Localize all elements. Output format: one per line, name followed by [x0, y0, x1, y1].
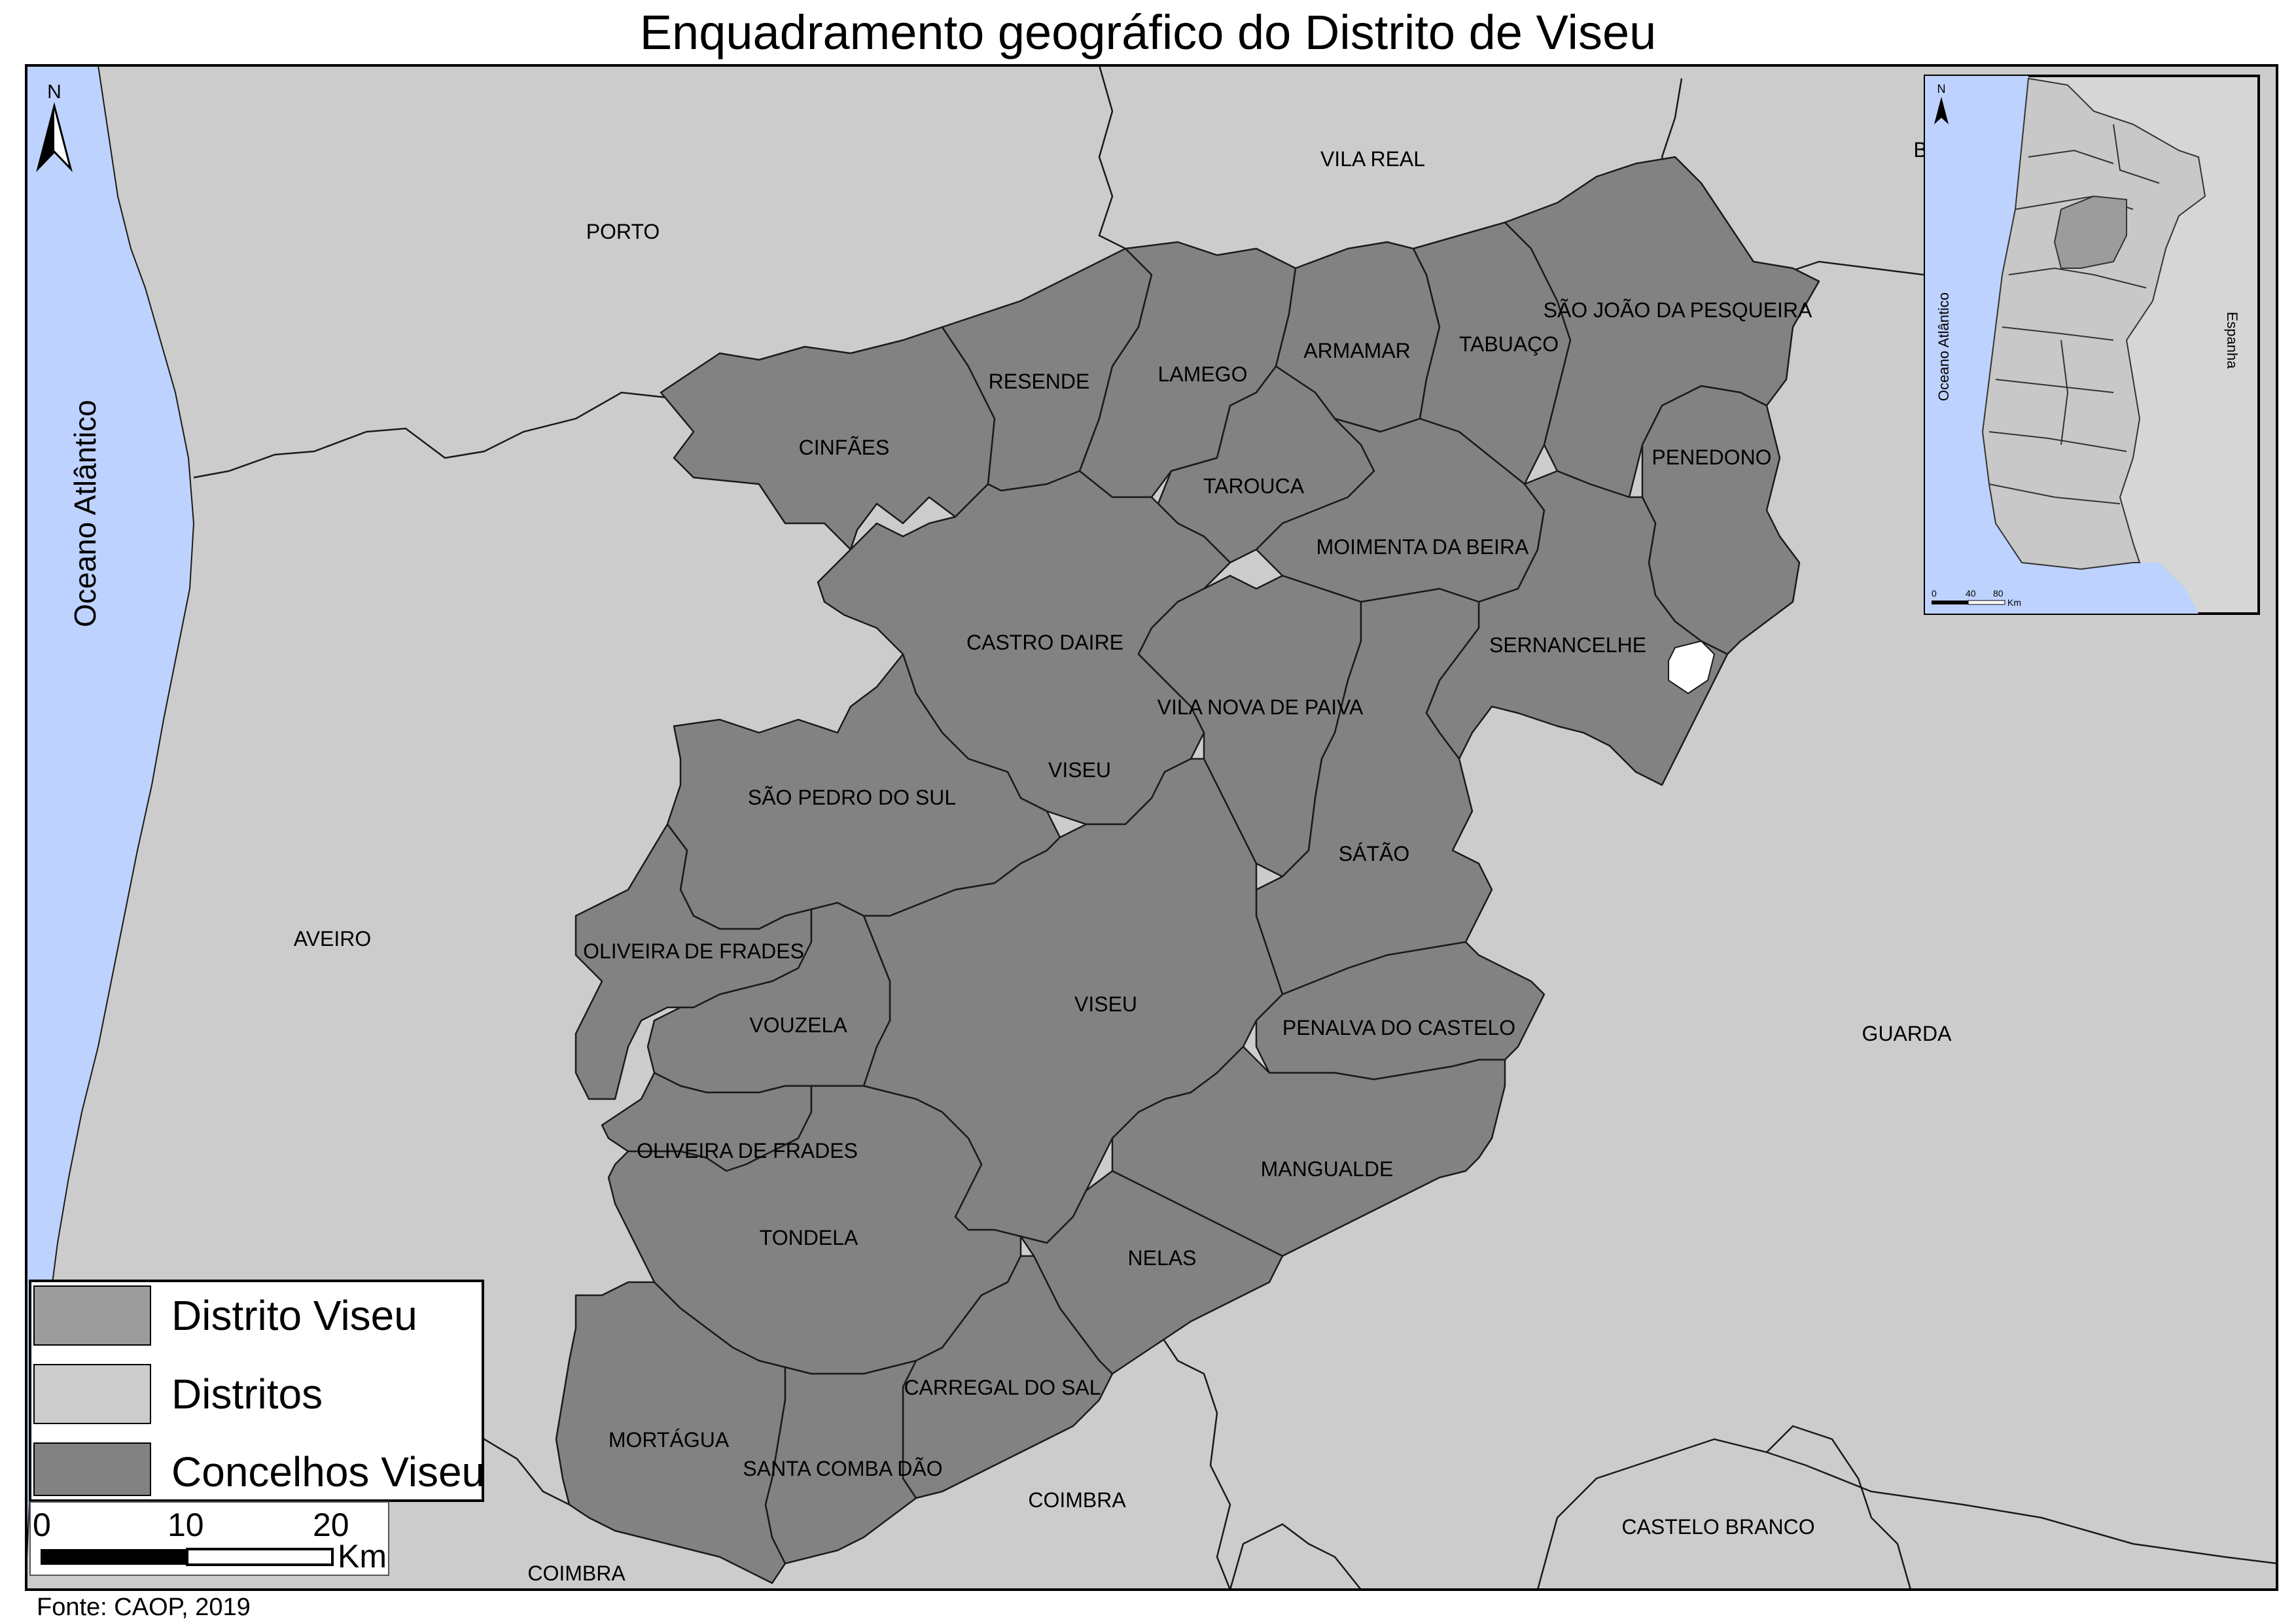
map-frame [25, 64, 2278, 1591]
legend-label-distritos: Distritos [171, 1370, 323, 1418]
main-map: PORTO VILA REAL AVEIRO GUARDA COIMBRA CO… [25, 64, 2278, 1591]
label-carregal-do-sal: CARREGAL DO SAL [904, 1376, 1101, 1399]
border-porto-vilareal [1098, 65, 1126, 250]
legend-swatch-concelhos-viseu [33, 1442, 151, 1496]
region-santa-comba-dao [764, 1359, 917, 1565]
label-porto: PORTO [586, 220, 660, 243]
scale-unit: Km [338, 1538, 387, 1575]
label-penedono: PENEDONO [1651, 445, 1771, 469]
label-resende: RESENDE [989, 370, 1090, 393]
legend-label-concelhos-viseu: Concelhos Viseu [171, 1448, 485, 1495]
label-castro-daire: CASTRO DAIRE [966, 631, 1123, 654]
scale-tick-20: 20 [313, 1507, 349, 1543]
legend-swatch-distritos [33, 1364, 151, 1424]
label-sao-pedro-do-sul: SÃO PEDRO DO SUL [748, 786, 956, 809]
label-penalva-do-castelo: PENALVA DO CASTELO [1282, 1016, 1515, 1039]
label-oliveira-de-frades-2: OLIVEIRA DE FRADES [637, 1139, 858, 1162]
border-guarda-castelo-branco [1766, 1451, 2278, 1565]
label-vila-nova-de-paiva: VILA NOVA DE PAIVA [1157, 695, 1364, 719]
inset-scale-bar: 0 40 80 Km [1932, 588, 2021, 608]
label-santa-comba-dao: SANTA COMBA DÃO [743, 1457, 942, 1480]
inset-scale-tick-1: 40 [1966, 588, 1976, 599]
region-satao [1255, 587, 1493, 996]
scale-tick-10: 10 [168, 1507, 204, 1543]
scale-bar: 0 10 20 Km [29, 1501, 389, 1576]
district-labels: PORTO VILA REAL AVEIRO GUARDA COIMBRA CO… [294, 138, 1952, 1585]
inset-portugal [1981, 77, 2206, 570]
inset-scale-empty [1968, 600, 2005, 605]
lake-feature [1668, 640, 1716, 695]
label-mortagua: MORTÁGUA [609, 1428, 730, 1452]
label-satao: SÁTÃO [1339, 842, 1409, 865]
region-oliveira-de-frades [574, 823, 813, 1100]
label-lamego: LAMEGO [1158, 362, 1248, 386]
label-cinfaes: CINFÃES [799, 436, 890, 459]
label-tondela: TONDELA [760, 1226, 858, 1249]
inset-sea [1925, 76, 2199, 614]
scale-tick-0: 0 [33, 1507, 51, 1543]
north-arrow-icon-shade [38, 106, 54, 169]
label-viseu: VISEU [1074, 992, 1137, 1016]
label-castelo-branco: CASTELO BRANCO [1621, 1515, 1814, 1539]
label-viseu-north: VISEU [1048, 758, 1111, 782]
label-nelas: NELAS [1128, 1246, 1197, 1270]
label-oliveira-de-frades-1: OLIVEIRA DE FRADES [583, 939, 804, 963]
region-cinfaes [660, 326, 996, 551]
label-aveiro: AVEIRO [294, 927, 372, 951]
source-credit: Fonte: CAOP, 2019 [37, 1594, 251, 1621]
label-tarouca: TAROUCA [1203, 474, 1305, 498]
ocean-label: Oceano Atlântico [68, 400, 102, 627]
inset-map: N Oceano Atlântico Espanha 0 40 80 Km [1924, 75, 2260, 615]
map-title: Enquadramento geográfico do Distrito de … [639, 5, 1657, 60]
label-sao-joao-da-pesqueira: SÃO JOÃO DA PESQUEIRA [1544, 298, 1812, 322]
legend: Distrito Viseu Distritos Concelhos Viseu [29, 1280, 485, 1502]
viseu-concelhos [555, 156, 1820, 1584]
inset-viseu-highlight [2053, 195, 2127, 269]
inset-scale-unit: Km [2007, 597, 2021, 608]
scale-bar-empty [186, 1548, 334, 1566]
label-sernancelhe: SERNANCELHE [1489, 633, 1646, 657]
scale-bar-filled [41, 1549, 187, 1565]
inset-north-arrow-icon [1934, 97, 1949, 124]
north-arrow-letter: N [47, 81, 62, 103]
label-vouzela: VOUZELA [749, 1013, 847, 1037]
label-moimenta-da-beira: MOIMENTA DA BEIRA [1316, 535, 1529, 559]
inset-country-label: Espanha [2224, 312, 2240, 370]
region-mangualde [1111, 1045, 1506, 1257]
border-coimbra-guarda [1150, 1321, 1231, 1590]
legend-swatch-distrito-viseu [33, 1285, 151, 1346]
border-coimbra-castelo-branco [1229, 1523, 1362, 1590]
inset-scale-tick-2: 80 [1993, 588, 2004, 599]
north-arrow: N [36, 81, 73, 173]
label-vila-real: VILA REAL [1320, 147, 1425, 171]
label-guarda: GUARDA [1862, 1022, 1952, 1045]
legend-label-distrito-viseu: Distrito Viseu [171, 1292, 417, 1339]
label-tabuaco: TABUAÇO [1459, 332, 1559, 356]
label-coimbra-east: COIMBRA [1028, 1488, 1126, 1512]
border-braganca-spain [1779, 260, 1924, 276]
concelho-labels: CINFÃES RESENDE LAMEGO ARMAMAR TABUAÇO S… [583, 298, 1812, 1480]
label-coimbra-south: COIMBRA [527, 1562, 626, 1585]
inset-district-lines [1988, 124, 2160, 504]
region-mortagua [555, 1281, 786, 1584]
label-mangualde: MANGUALDE [1261, 1157, 1394, 1181]
inset-ocean-label: Oceano Atlântico [1935, 292, 1952, 401]
inset-north-letter: N [1937, 82, 1946, 96]
inset-scale-tick-0: 0 [1932, 588, 1937, 599]
label-armamar: ARMAMAR [1303, 339, 1411, 362]
